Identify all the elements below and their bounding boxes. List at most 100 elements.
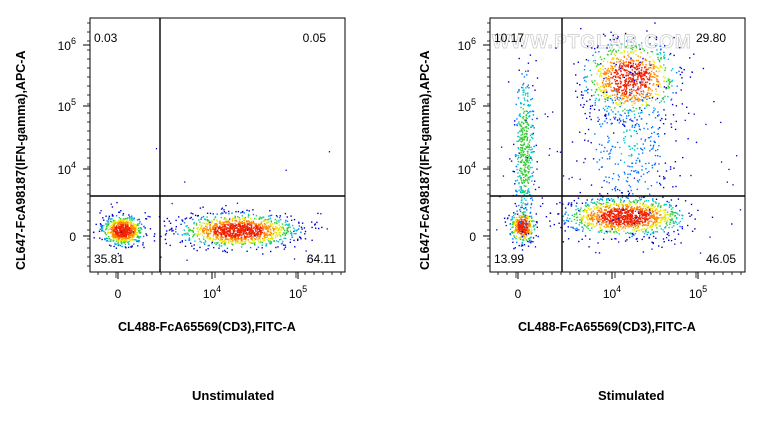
event-dot <box>609 216 611 219</box>
event-dot <box>646 212 648 214</box>
event-dot <box>271 235 273 237</box>
event-dot <box>165 232 167 235</box>
event-dot <box>608 97 611 100</box>
event-dot <box>623 219 626 222</box>
event-dot <box>680 67 683 70</box>
event-dot <box>231 212 233 214</box>
event-dot <box>619 221 622 224</box>
event-dot <box>608 82 611 84</box>
event-dot <box>214 216 217 218</box>
event-dot <box>245 238 247 241</box>
event-dot <box>590 74 593 76</box>
event-dot <box>627 213 630 216</box>
event-dot <box>652 76 654 78</box>
event-dot <box>614 226 616 229</box>
event-dot <box>653 213 655 215</box>
event-dot <box>617 111 619 113</box>
event-dot <box>122 231 125 233</box>
event-dot <box>129 221 131 223</box>
event-dot <box>520 191 522 194</box>
event-dot <box>132 225 134 227</box>
event-dot <box>231 228 233 230</box>
event-dot <box>617 209 619 212</box>
event-dot <box>527 161 529 164</box>
event-dot <box>224 224 226 227</box>
event-dot <box>689 215 691 217</box>
event-dot <box>207 220 210 222</box>
event-dot <box>129 219 131 221</box>
event-dot <box>653 216 655 218</box>
event-dot <box>603 86 605 89</box>
event-dot <box>637 225 639 227</box>
event-dot <box>125 247 127 249</box>
event-dot <box>577 207 579 210</box>
event-dot <box>202 230 204 232</box>
event-dot <box>530 215 533 217</box>
event-dot <box>627 224 629 226</box>
event-dot <box>652 66 654 68</box>
event-dot <box>675 92 677 94</box>
event-dot <box>589 209 591 211</box>
event-dot <box>579 84 581 86</box>
event-dot <box>662 75 665 78</box>
event-dot <box>627 65 629 67</box>
event-dot <box>586 203 589 206</box>
event-dot <box>246 209 248 211</box>
event-dot <box>235 238 237 241</box>
event-dot <box>269 210 271 212</box>
event-dot <box>644 200 646 203</box>
event-dot <box>610 227 613 229</box>
event-dot <box>153 240 156 242</box>
event-dot <box>648 77 651 79</box>
event-dot <box>525 110 527 112</box>
event-dot <box>523 191 525 193</box>
event-dot <box>523 173 525 176</box>
event-dot <box>631 212 633 214</box>
event-dot <box>635 107 637 110</box>
event-dot <box>645 231 647 233</box>
event-dot <box>224 218 226 220</box>
event-dot <box>628 53 630 55</box>
event-dot <box>645 66 647 68</box>
event-dot <box>517 135 519 138</box>
event-dot <box>237 225 239 227</box>
event-dot <box>289 226 291 228</box>
event-dot <box>644 81 647 83</box>
event-dot <box>178 216 180 218</box>
event-dot <box>603 219 606 221</box>
event-dot <box>655 209 657 211</box>
event-dot <box>635 79 637 81</box>
event-dot <box>213 218 215 221</box>
event-dot <box>525 161 528 163</box>
event-dot <box>527 224 529 226</box>
event-dot <box>615 79 618 82</box>
event-dot <box>526 159 528 162</box>
event-dot <box>610 67 612 70</box>
event-dot <box>670 208 673 210</box>
event-dot <box>247 239 249 241</box>
event-dot <box>626 208 628 211</box>
event-dot <box>654 22 656 24</box>
event-dot <box>133 225 135 227</box>
event-dot <box>580 94 583 96</box>
event-dot <box>528 223 530 225</box>
event-dot <box>534 228 536 230</box>
event-dot <box>642 73 644 76</box>
event-dot <box>587 215 589 218</box>
event-dot <box>658 225 660 227</box>
event-dot <box>617 88 619 90</box>
event-dot <box>598 63 600 66</box>
event-dot <box>246 236 249 238</box>
event-dot <box>645 212 647 214</box>
event-dot <box>515 165 518 168</box>
event-dot <box>251 236 253 238</box>
event-dot <box>209 222 211 225</box>
event-dot <box>581 226 584 228</box>
event-dot <box>212 238 215 240</box>
event-dot <box>244 231 246 233</box>
event-dot <box>223 230 226 232</box>
event-dot <box>642 203 645 206</box>
event-dot <box>605 84 607 86</box>
event-dot <box>518 219 520 221</box>
event-dot <box>570 202 573 204</box>
